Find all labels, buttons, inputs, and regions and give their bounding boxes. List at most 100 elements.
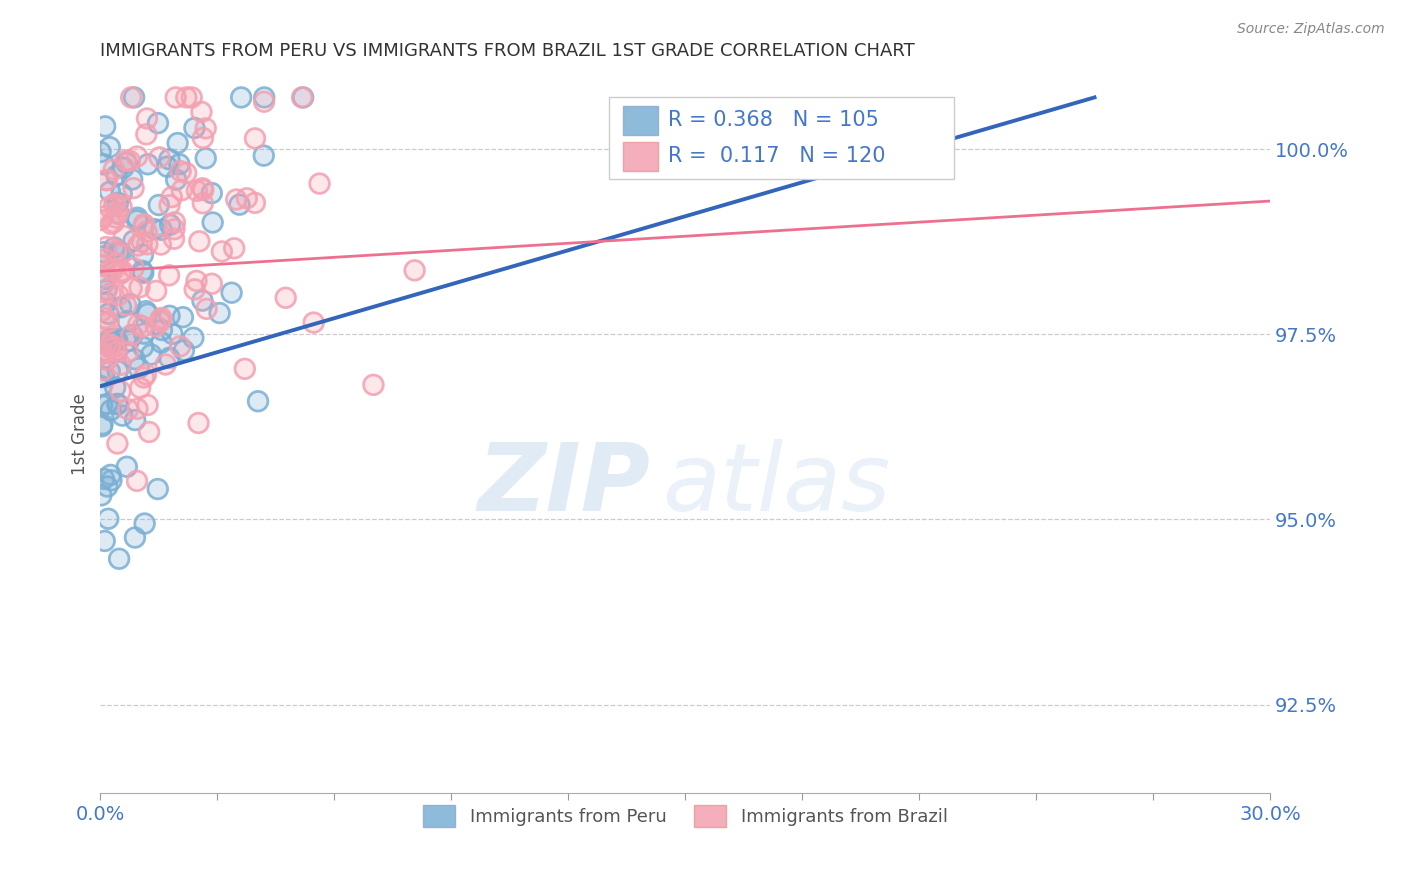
- Point: [124, 352, 146, 367]
- Point: [98, 338, 121, 352]
- Point: [160, 190, 183, 204]
- Point: [186, 274, 208, 288]
- Point: [183, 331, 205, 345]
- Point: [100, 403, 122, 417]
- Point: [194, 121, 217, 136]
- Point: [96, 353, 118, 368]
- Point: [94, 252, 117, 267]
- Point: [165, 172, 187, 186]
- Point: [274, 291, 297, 305]
- Point: [105, 436, 128, 450]
- Point: [146, 116, 169, 130]
- Point: [110, 358, 132, 372]
- Point: [132, 319, 155, 334]
- Point: [96, 173, 118, 187]
- Point: [94, 343, 117, 358]
- Point: [105, 169, 128, 183]
- Point: [228, 197, 250, 211]
- Point: [292, 90, 315, 104]
- Point: [110, 265, 132, 279]
- Point: [90, 304, 112, 318]
- Point: [149, 315, 172, 329]
- Point: [107, 397, 129, 411]
- Point: [225, 193, 247, 207]
- Point: [93, 370, 115, 384]
- Point: [195, 301, 218, 316]
- Point: [150, 223, 173, 237]
- Point: [100, 473, 122, 487]
- Point: [136, 307, 159, 321]
- Point: [100, 473, 122, 487]
- Point: [97, 512, 120, 526]
- Point: [221, 285, 243, 300]
- Point: [127, 318, 149, 332]
- Point: [121, 172, 143, 186]
- Point: [124, 531, 146, 545]
- Point: [183, 120, 205, 135]
- Point: [110, 300, 132, 314]
- Point: [186, 184, 208, 198]
- Point: [194, 151, 217, 165]
- Point: [124, 531, 146, 545]
- Point: [100, 403, 122, 417]
- Point: [169, 339, 191, 353]
- Point: [115, 153, 138, 168]
- Bar: [623, 142, 658, 170]
- Point: [190, 104, 212, 119]
- Point: [93, 533, 115, 548]
- Point: [93, 370, 115, 384]
- Point: [146, 482, 169, 496]
- Point: [180, 90, 202, 104]
- Point: [132, 326, 155, 341]
- Point: [91, 345, 114, 359]
- Point: [150, 310, 173, 325]
- Point: [191, 293, 214, 308]
- Point: [132, 340, 155, 354]
- Point: [148, 150, 170, 164]
- Point: [90, 379, 112, 393]
- Point: [103, 215, 125, 229]
- Point: [224, 241, 246, 255]
- Point: [93, 277, 115, 291]
- Point: [94, 120, 117, 134]
- Point: [94, 173, 117, 187]
- Point: [149, 312, 172, 326]
- Point: [170, 183, 193, 197]
- Point: [186, 274, 208, 288]
- Point: [143, 222, 166, 236]
- Point: [201, 277, 224, 291]
- Point: [100, 332, 122, 346]
- Point: [291, 90, 314, 104]
- Point: [194, 121, 217, 136]
- Point: [121, 281, 143, 295]
- Point: [187, 416, 209, 430]
- Point: [302, 316, 325, 330]
- Point: [107, 206, 129, 220]
- Point: [93, 533, 115, 548]
- Point: [132, 340, 155, 354]
- Point: [117, 402, 139, 417]
- Point: [94, 316, 117, 330]
- Point: [96, 353, 118, 368]
- Point: [191, 196, 214, 211]
- Point: [103, 241, 125, 255]
- Point: [100, 262, 122, 277]
- Text: ZIP: ZIP: [477, 439, 650, 531]
- Point: [253, 95, 276, 109]
- Point: [96, 295, 118, 310]
- Point: [195, 301, 218, 316]
- Point: [103, 162, 125, 177]
- Point: [122, 181, 145, 195]
- Point: [120, 328, 142, 343]
- Point: [120, 328, 142, 343]
- Point: [159, 309, 181, 323]
- Point: [98, 333, 121, 347]
- Point: [115, 459, 138, 474]
- Point: [146, 116, 169, 130]
- Point: [98, 185, 121, 199]
- Point: [103, 215, 125, 229]
- Point: [96, 240, 118, 254]
- Point: [96, 240, 118, 254]
- Point: [157, 153, 180, 167]
- Point: [127, 401, 149, 416]
